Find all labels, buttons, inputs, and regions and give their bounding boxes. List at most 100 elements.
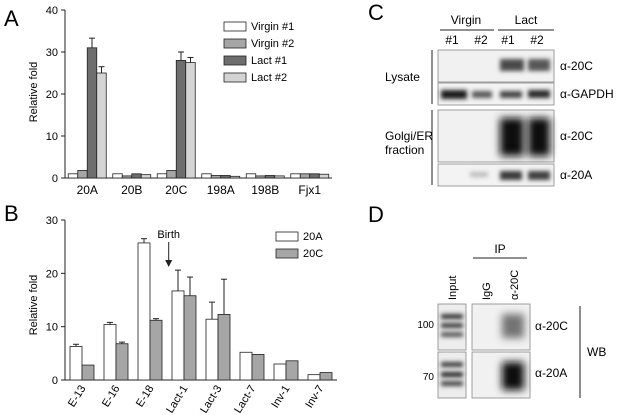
chart-b-bar xyxy=(171,290,185,381)
chart-a-x-tick-label: 198A xyxy=(207,183,235,197)
blot-d-lane-input: Input xyxy=(447,276,459,300)
blot-c-strip-lysate-20c xyxy=(437,49,555,83)
blot-band xyxy=(528,118,550,156)
blot-d-mw-100: 100 xyxy=(417,320,434,331)
chart-b-bar xyxy=(69,345,83,381)
blot-c-antibody-gapdh: α-GAPDH xyxy=(560,87,614,101)
blot-d-ip-strip-2 xyxy=(471,351,531,399)
chart-a-bar xyxy=(210,175,222,179)
blot-band xyxy=(528,90,550,98)
blot-d-antibody-20a: α-20A xyxy=(535,366,567,380)
chart-a-x-tick-label: 20B xyxy=(121,183,142,197)
chart-a-bar xyxy=(318,173,330,179)
chart-b-x-tick-label: Lact-1 xyxy=(164,383,190,415)
chart-b-x-tick-label: Lact-3 xyxy=(198,383,224,415)
blot-c-strip-golgi-20c xyxy=(437,109,555,163)
chart-b-legend-label: 20A xyxy=(303,231,323,243)
chart-a-bar xyxy=(185,62,196,179)
blot-c-strip-golgi-20a xyxy=(437,163,555,187)
chart-a-bar xyxy=(175,60,187,179)
blot-band xyxy=(500,171,522,180)
chart-b-bar xyxy=(307,374,321,381)
chart-b-x-tick-label: E-13 xyxy=(66,383,88,409)
blot-d: IP Input IgG α-20C 100 70 α-20C xyxy=(417,242,606,399)
chart-a-y-tick-label: 20 xyxy=(46,89,58,101)
chart-a-bar xyxy=(220,175,231,179)
blot-c-section-fraction: fraction xyxy=(385,143,424,157)
chart-a-legend-swatch xyxy=(223,38,247,49)
chart-b-legend-label: 20C xyxy=(303,248,323,260)
blot-band xyxy=(441,381,463,386)
chart-a-x-tick-label: 20C xyxy=(165,183,187,197)
chart-a-bar xyxy=(131,173,142,179)
blot-c-group-lact: Lact xyxy=(515,13,538,27)
chart-b-bar xyxy=(285,360,299,381)
blot-d-input-strip-1 xyxy=(437,303,467,351)
blot-d-antibody-20c: α-20C xyxy=(535,319,568,333)
panel-letter-a: A xyxy=(4,6,19,31)
blot-band xyxy=(441,314,463,319)
chart-a-y-tick-label: 0 xyxy=(52,173,58,185)
chart-a: Relative fold 0 10 20 30 40 20A 20B 20C 198A 198B… xyxy=(28,5,332,197)
blot-d-ip-label: IP xyxy=(494,242,505,256)
chart-a-bar xyxy=(156,173,168,179)
chart-b-x-tick-label: Inv-1 xyxy=(269,383,292,410)
chart-a-x-tick-label: 20A xyxy=(77,183,98,197)
blot-band xyxy=(528,171,550,180)
blot-band xyxy=(502,314,524,338)
chart-b-bar xyxy=(251,353,265,381)
chart-b-x-tick-label: E-18 xyxy=(134,383,156,409)
blot-c-lane-1: #1 xyxy=(445,33,459,47)
blot-c-antibody-20c-1: α-20C xyxy=(560,59,593,73)
chart-b-y-tick-label: 0 xyxy=(52,375,58,387)
chart-a-legend-label: Lact #2 xyxy=(251,72,287,84)
chart-b-legend-swatch xyxy=(275,248,299,259)
chart-a-legend-label: Virgin #1 xyxy=(251,21,294,33)
chart-a-bar xyxy=(245,173,257,179)
chart-b-x-tick-label: E-16 xyxy=(100,383,122,409)
blot-d-ip-strip-1 xyxy=(471,303,531,351)
blot-band xyxy=(500,91,522,98)
blot-d-lane-anti-20c: α-20C xyxy=(509,270,521,300)
blot-band xyxy=(528,59,550,71)
blot-band xyxy=(500,118,524,156)
chart-a-bar xyxy=(255,175,266,179)
chart-b-y-tick-label: 20 xyxy=(46,268,58,280)
blot-c-lane-2: #2 xyxy=(474,33,488,47)
chart-b-legend-swatch xyxy=(275,231,299,242)
blot-c-antibody-20c-2: α-20C xyxy=(560,129,593,143)
chart-a-bar xyxy=(67,173,79,179)
chart-b-bar xyxy=(183,295,197,381)
blot-d-input-strip-2 xyxy=(437,351,467,399)
chart-a-legend-label: Virgin #2 xyxy=(251,38,294,50)
blot-d-lane-igg: IgG xyxy=(481,282,493,300)
chart-a-y-tick-label: 10 xyxy=(46,131,58,143)
chart-a-legend-label: Lact #1 xyxy=(251,55,287,67)
chart-b-bar xyxy=(239,351,253,381)
chart-b-bar xyxy=(137,242,151,381)
chart-a-bar xyxy=(290,173,301,179)
blot-c: Virgin Lact #1 #2 #1 #2 xyxy=(385,13,614,187)
chart-a-bar xyxy=(112,173,123,179)
chart-a-legend-swatch xyxy=(223,55,247,66)
blot-c-group-virgin: Virgin xyxy=(451,13,481,27)
chart-b-y-tick-label: 10 xyxy=(46,322,58,334)
chart-b-bar xyxy=(205,318,219,381)
blot-d-mw-70: 70 xyxy=(423,372,435,383)
chart-a-bar xyxy=(77,170,88,179)
chart-a-x-tick-label: 198B xyxy=(251,183,279,197)
blot-c-section-golgi: Golgi/ER xyxy=(385,129,433,143)
chart-a-bar xyxy=(140,174,152,179)
blot-band xyxy=(472,91,492,98)
panel-letter-b: B xyxy=(4,201,19,226)
panel-letter-d: D xyxy=(368,202,384,227)
blot-band xyxy=(441,362,463,367)
chart-b-bar xyxy=(319,372,333,381)
chart-b-x-tick-label: Lact-7 xyxy=(232,383,258,415)
blot-band xyxy=(441,323,463,328)
chart-b-annotation-label: Birth xyxy=(157,229,180,241)
chart-b-bar xyxy=(115,343,129,381)
blot-band xyxy=(500,59,524,71)
chart-a-bar xyxy=(264,175,276,179)
